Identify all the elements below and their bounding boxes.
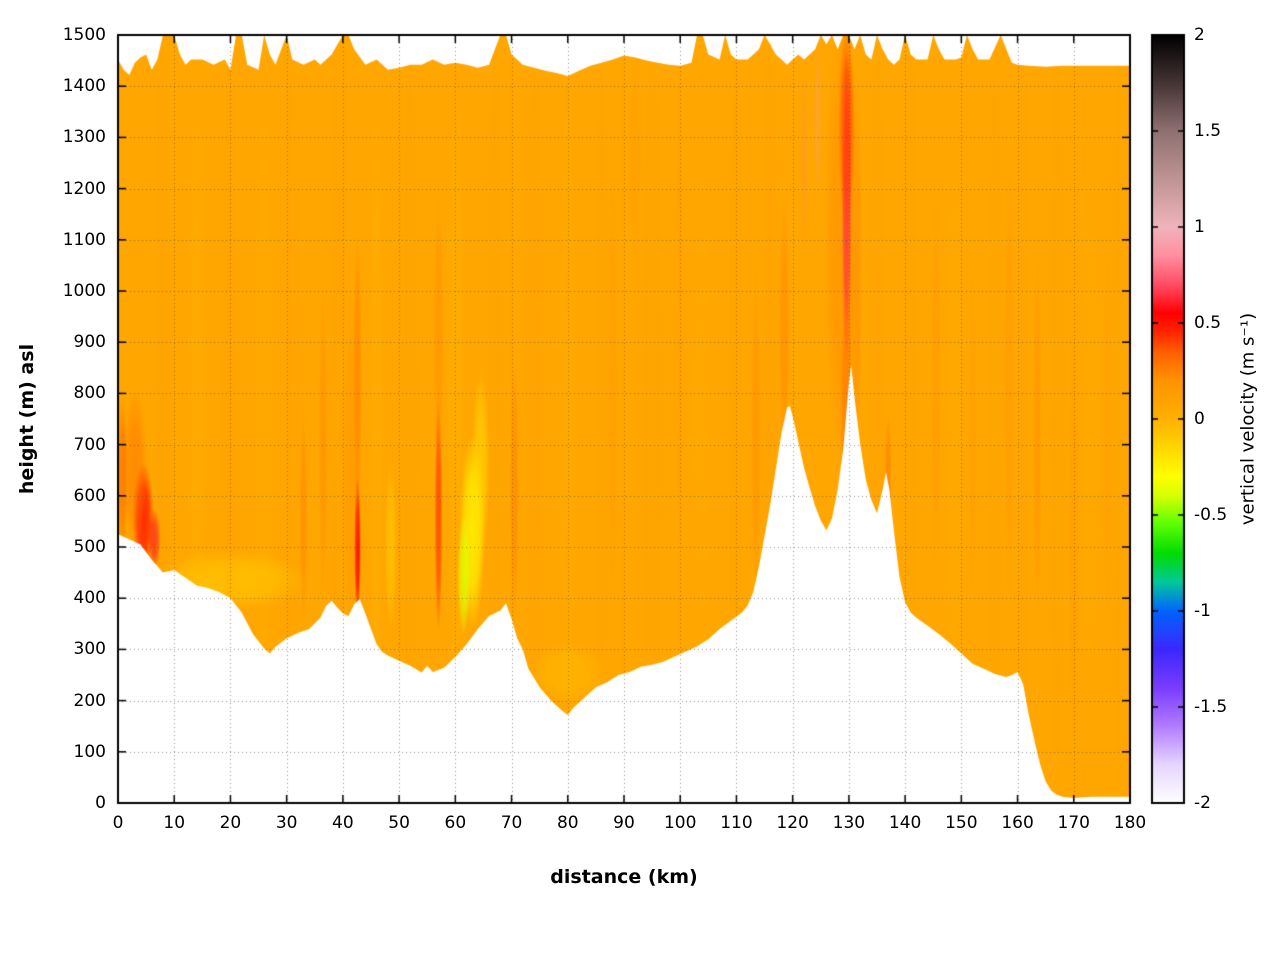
y-axis-label: height (m) asl [16,343,38,495]
x-axis-label: distance (km) [550,866,698,888]
colorbar-label: vertical velocity (m s⁻¹) [1237,312,1259,526]
